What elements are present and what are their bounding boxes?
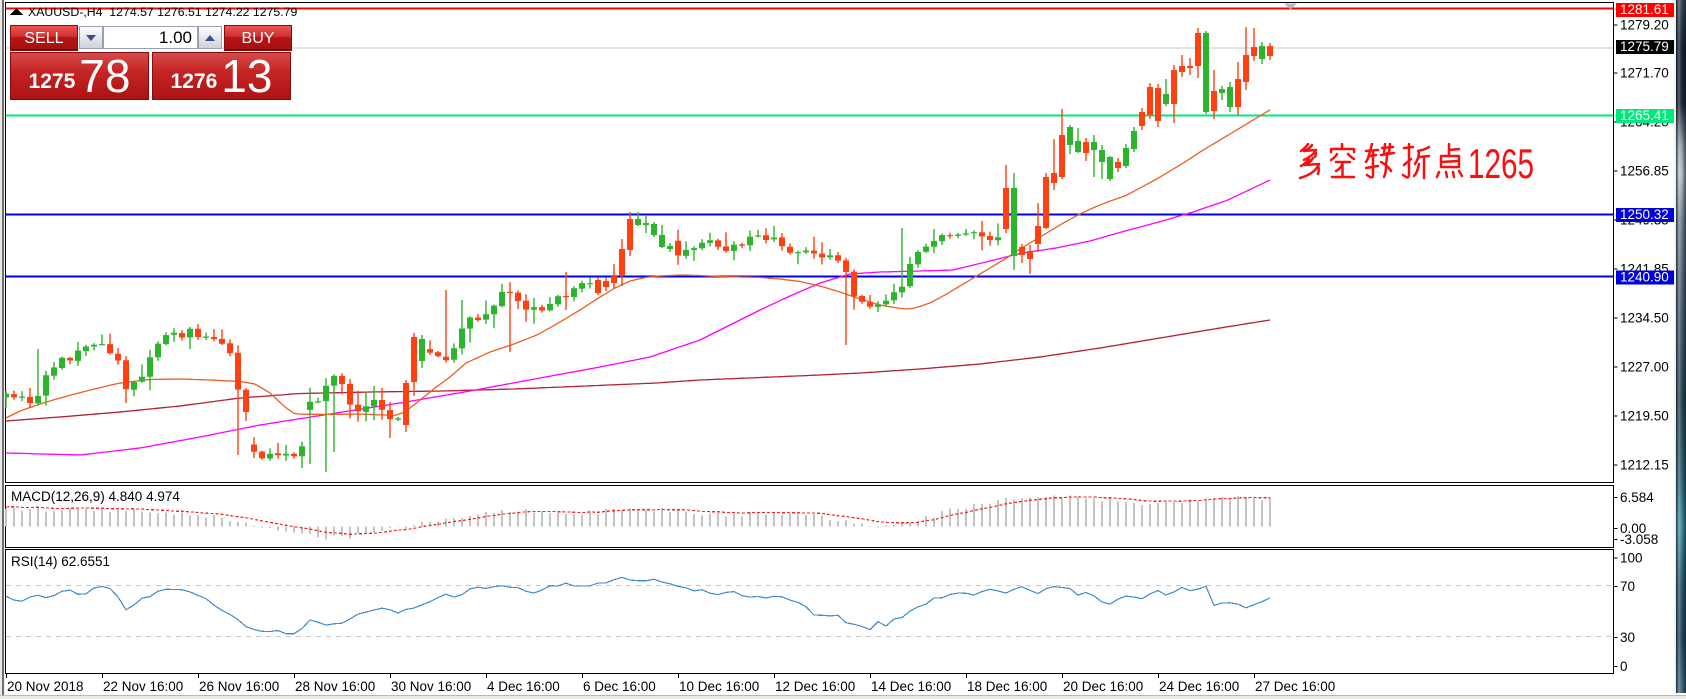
svg-text:22 Nov 16:00: 22 Nov 16:00	[103, 679, 183, 694]
svg-text:1281.61: 1281.61	[1620, 2, 1669, 17]
svg-text:28 Nov 16:00: 28 Nov 16:00	[295, 679, 375, 694]
svg-text:1212.15: 1212.15	[1620, 458, 1669, 473]
svg-text:30 Nov 16:00: 30 Nov 16:00	[391, 679, 471, 694]
svg-text:-3.058: -3.058	[1620, 532, 1658, 547]
svg-text:1240.90: 1240.90	[1620, 270, 1669, 285]
svg-text:24 Dec 16:00: 24 Dec 16:00	[1159, 679, 1239, 694]
svg-text:10 Dec 16:00: 10 Dec 16:00	[679, 679, 759, 694]
svg-text:26 Nov 16:00: 26 Nov 16:00	[199, 679, 279, 694]
svg-text:1256.85: 1256.85	[1620, 164, 1669, 179]
svg-text:14 Dec 16:00: 14 Dec 16:00	[871, 679, 951, 694]
svg-text:1275.79: 1275.79	[1620, 39, 1669, 54]
svg-text:4 Dec 16:00: 4 Dec 16:00	[487, 679, 560, 694]
svg-text:1279.20: 1279.20	[1620, 18, 1669, 33]
svg-text:RSI(14) 62.6551: RSI(14) 62.6551	[11, 554, 110, 569]
svg-text:1219.50: 1219.50	[1620, 409, 1669, 424]
svg-text:20 Nov 2018: 20 Nov 2018	[7, 679, 84, 694]
svg-text:1265: 1265	[1468, 143, 1534, 187]
svg-text:20 Dec 16:00: 20 Dec 16:00	[1063, 679, 1143, 694]
svg-text:100: 100	[1620, 551, 1643, 566]
svg-text:18 Dec 16:00: 18 Dec 16:00	[967, 679, 1047, 694]
svg-text:1250.32: 1250.32	[1620, 207, 1669, 222]
svg-text:XAUUSD-,H4 1274.57 1276.51 12: XAUUSD-,H4 1274.57 1276.51 1274.22 1275.…	[28, 5, 298, 19]
svg-text:6 Dec 16:00: 6 Dec 16:00	[583, 679, 656, 694]
svg-text:1234.50: 1234.50	[1620, 311, 1669, 326]
svg-text:0: 0	[1620, 659, 1628, 674]
svg-text:6.584: 6.584	[1620, 490, 1654, 505]
svg-text:27 Dec 16:00: 27 Dec 16:00	[1255, 679, 1335, 694]
svg-text:MACD(12,26,9) 4.840 4.974: MACD(12,26,9) 4.840 4.974	[11, 489, 180, 504]
svg-text:1227.00: 1227.00	[1620, 360, 1669, 375]
svg-text:0.00: 0.00	[1620, 521, 1646, 536]
svg-text:70: 70	[1620, 579, 1635, 594]
svg-text:12 Dec 16:00: 12 Dec 16:00	[775, 679, 855, 694]
svg-text:30: 30	[1620, 630, 1635, 645]
svg-text:1271.70: 1271.70	[1620, 66, 1669, 81]
svg-text:1265.41: 1265.41	[1620, 108, 1669, 123]
